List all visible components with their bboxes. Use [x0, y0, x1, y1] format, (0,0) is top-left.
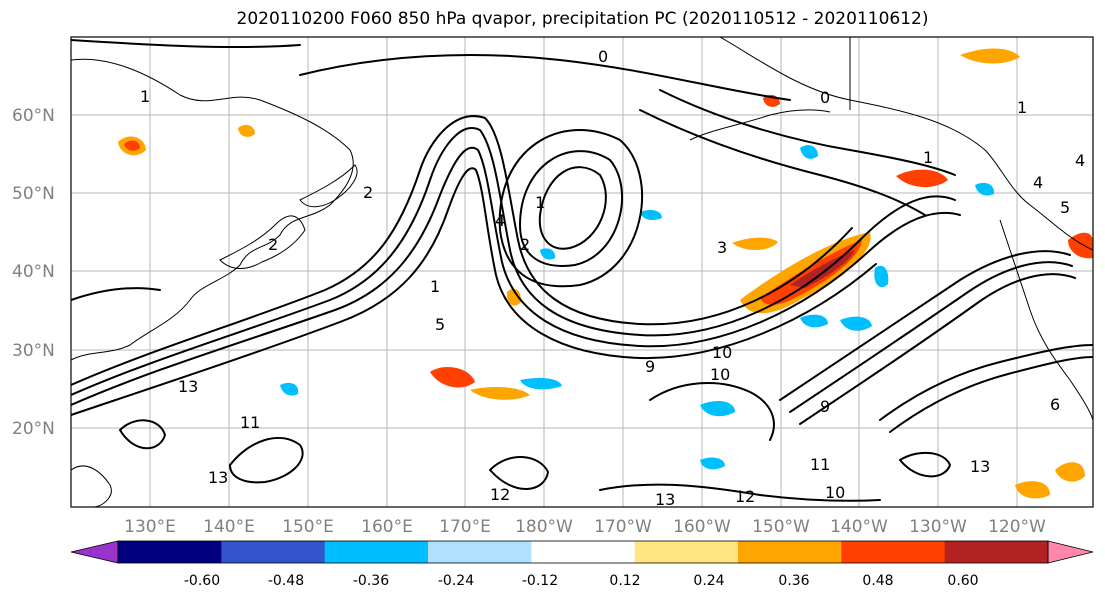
- colorbar-tick-label: -0.24: [438, 573, 474, 589]
- contour-label: 1: [535, 193, 545, 212]
- contour-label: 1: [430, 277, 440, 296]
- contour-label: 2: [520, 235, 530, 254]
- plot-area: [71, 37, 1093, 507]
- lon-label: 140°W: [830, 517, 888, 537]
- contour-label: 9: [820, 397, 830, 416]
- contour-label: 5: [435, 315, 445, 334]
- colorbar-segment: [634, 541, 739, 563]
- colorbar-segment: [738, 541, 842, 563]
- lon-label: 130°E: [124, 517, 176, 537]
- colorbar-tick-label: -0.48: [268, 573, 304, 589]
- lon-label: 180°W: [515, 517, 573, 537]
- colorbar-segment: [841, 541, 946, 563]
- contour-label: 10: [825, 483, 845, 502]
- contour-label: 4: [1033, 173, 1043, 192]
- lon-label: 120°W: [988, 517, 1046, 537]
- contour-label: 10: [712, 343, 732, 362]
- lat-label: 60°N: [12, 106, 55, 126]
- lat-label: 50°N: [12, 184, 55, 204]
- coastlines: [71, 37, 1093, 507]
- contour-label: 4: [1075, 151, 1085, 170]
- colorbar-tick-labels: -0.60 -0.48 -0.36 -0.24 -0.12 0.12 0.24 …: [184, 573, 979, 589]
- contour-labels: 1 2 0 1 2 4 5 3 1 0 1 4 5 10 9 10 13 11 …: [140, 47, 1085, 509]
- lon-label: 170°W: [594, 517, 652, 537]
- plot-frame: [70, 36, 1094, 508]
- precip-shading: [118, 48, 1093, 499]
- latitude-labels: 60°N 50°N 40°N 30°N 20°N: [12, 106, 55, 439]
- colorbar-tick-label: -0.12: [522, 573, 558, 589]
- contour-label: 1: [923, 148, 933, 167]
- lon-label: 150°E: [282, 517, 334, 537]
- lat-label: 30°N: [12, 341, 55, 361]
- colorbar-tick-label: 0.48: [862, 573, 893, 589]
- contour-label: 13: [655, 490, 675, 509]
- colorbar-segment: [118, 541, 222, 563]
- contour-label: 4: [495, 211, 505, 230]
- contour-label: 13: [208, 468, 228, 487]
- contour-label: 1: [140, 87, 150, 106]
- contour-label: 12: [735, 487, 755, 506]
- contour-label: 11: [240, 413, 260, 432]
- lon-label: 160°E: [361, 517, 413, 537]
- colorbar-segment: [944, 541, 1049, 563]
- lon-label: 160°W: [673, 517, 731, 537]
- lon-label: 170°E: [439, 517, 491, 537]
- contour-label: 12: [490, 485, 510, 504]
- contour-label: 10: [710, 365, 730, 384]
- contour-label: 13: [970, 457, 990, 476]
- qvapor-contours: [71, 39, 1093, 502]
- contour-label: 6: [1050, 395, 1060, 414]
- lat-label: 40°N: [12, 262, 55, 282]
- lon-label: 150°W: [752, 517, 810, 537]
- contour-label: 3: [717, 238, 727, 257]
- colorbar-outline: [117, 540, 1049, 564]
- colorbar-segment: [428, 541, 532, 563]
- longitude-labels: 130°E 140°E 150°E 160°E 170°E 180°W 170°…: [124, 517, 1046, 537]
- contour-label: 0: [820, 88, 830, 107]
- colorbar-extend-low: [70, 540, 119, 564]
- lon-label: 130°W: [909, 517, 967, 537]
- colorbar: [70, 540, 1094, 564]
- colorbar-tick-label: 0.60: [947, 573, 978, 589]
- colorbar-extend-high: [1047, 540, 1094, 564]
- contour-label: 9: [645, 357, 655, 376]
- contour-label: 2: [363, 183, 373, 202]
- contour-label: 11: [810, 455, 830, 474]
- colorbar-tick-label: 0.24: [693, 573, 724, 589]
- lon-label: 140°E: [203, 517, 255, 537]
- colorbar-segment: [221, 541, 326, 563]
- contour-label: 2: [268, 235, 278, 254]
- colorbar-tick-label: -0.60: [184, 573, 220, 589]
- colorbar-tick-label: 0.36: [778, 573, 809, 589]
- map-title: 2020110200 F060 850 hPa qvapor, precipit…: [236, 9, 929, 29]
- colorbar-tick-label: 0.12: [609, 573, 640, 589]
- colorbar-tick-label: -0.36: [353, 573, 389, 589]
- contour-label: 1: [1017, 98, 1027, 117]
- contour-label: 13: [178, 377, 198, 396]
- contour-label: 0: [598, 47, 608, 66]
- contour-label: 5: [1060, 198, 1070, 217]
- lat-label: 20°N: [12, 419, 55, 439]
- colorbar-segment: [324, 541, 429, 563]
- colorbar-segment: [531, 541, 636, 563]
